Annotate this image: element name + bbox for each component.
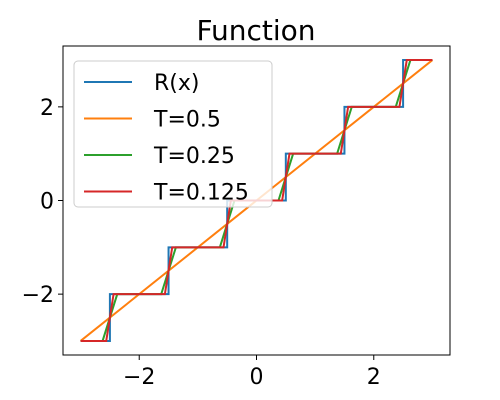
legend-label: R(x) xyxy=(154,71,199,96)
legend: R(x) T=0.5 T=0.25 T=0.125 xyxy=(73,60,273,208)
x-tick-label: 2 xyxy=(367,365,381,390)
axis-ticks: −2 0 2 −2 0 2 xyxy=(22,96,381,390)
legend-box xyxy=(73,60,273,208)
y-tick-label: 2 xyxy=(40,96,54,121)
legend-label: T=0.5 xyxy=(153,108,221,133)
legend-label: T=0.25 xyxy=(153,144,235,169)
x-tick-label: −2 xyxy=(123,365,155,390)
legend-label: T=0.125 xyxy=(153,181,249,206)
y-tick-label: −2 xyxy=(22,283,54,308)
y-tick-label: 0 xyxy=(40,190,54,215)
chart-title: Function xyxy=(196,14,315,47)
x-tick-label: 0 xyxy=(250,365,264,390)
